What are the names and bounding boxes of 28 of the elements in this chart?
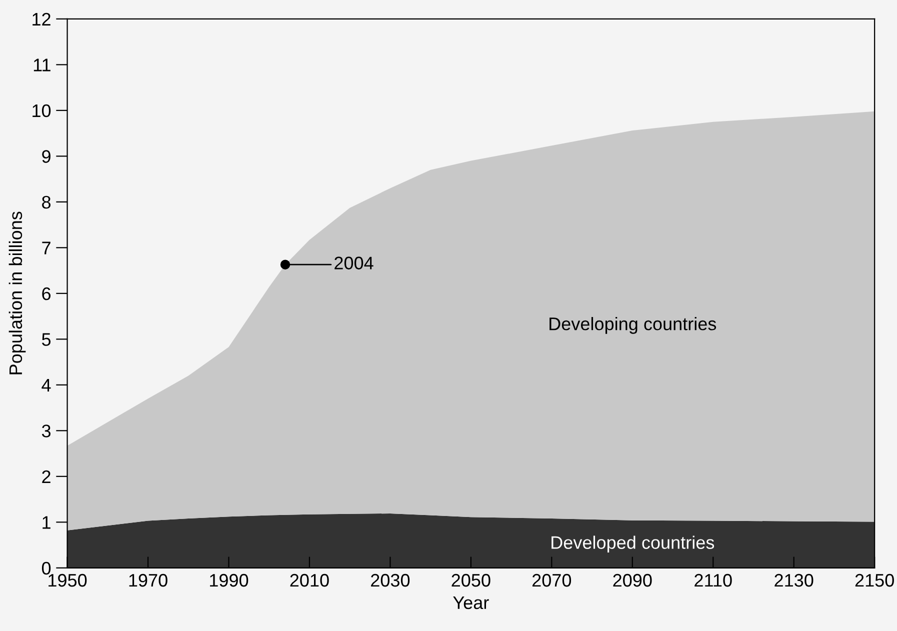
x-tick-label: 2030 bbox=[371, 574, 410, 587]
y-tick-label: 2 bbox=[42, 470, 50, 483]
y-tick-label: 0 bbox=[42, 562, 51, 575]
y-tick-label: 12 bbox=[32, 12, 50, 26]
y-tick-label: 1 bbox=[42, 516, 50, 529]
x-tick-label: 1990 bbox=[210, 574, 248, 587]
x-tick-label: 2150 bbox=[855, 574, 894, 587]
y-tick-label: 3 bbox=[42, 424, 51, 438]
y-tick-label: 4 bbox=[42, 379, 51, 392]
y-tick-label: 11 bbox=[34, 58, 50, 72]
x-tick-label: 2050 bbox=[452, 574, 490, 587]
x-tick-label: 2130 bbox=[774, 574, 814, 587]
y-tick-label: 9 bbox=[42, 150, 50, 163]
x-tick-label: 2090 bbox=[613, 574, 652, 587]
series-label: Developing countries bbox=[550, 317, 716, 334]
x-tick-label: 2070 bbox=[532, 574, 572, 587]
y-tick-label: 5 bbox=[42, 333, 51, 346]
annotation: 2004 bbox=[334, 256, 374, 270]
y-tick-label: 7 bbox=[42, 242, 50, 254]
x-tick-label: 1970 bbox=[129, 574, 168, 587]
y-tick-label: 8 bbox=[42, 196, 51, 209]
y-tick-label: 10 bbox=[32, 104, 51, 118]
x-tick-label: 2110 bbox=[694, 574, 732, 587]
x-tick-label: 2010 bbox=[290, 574, 329, 587]
x-axis-title: Year bbox=[453, 596, 489, 610]
y-axis-title: Population in billions bbox=[8, 212, 26, 374]
x-tick-label: 1950 bbox=[48, 574, 87, 587]
y-tick-label: 6 bbox=[42, 287, 51, 300]
